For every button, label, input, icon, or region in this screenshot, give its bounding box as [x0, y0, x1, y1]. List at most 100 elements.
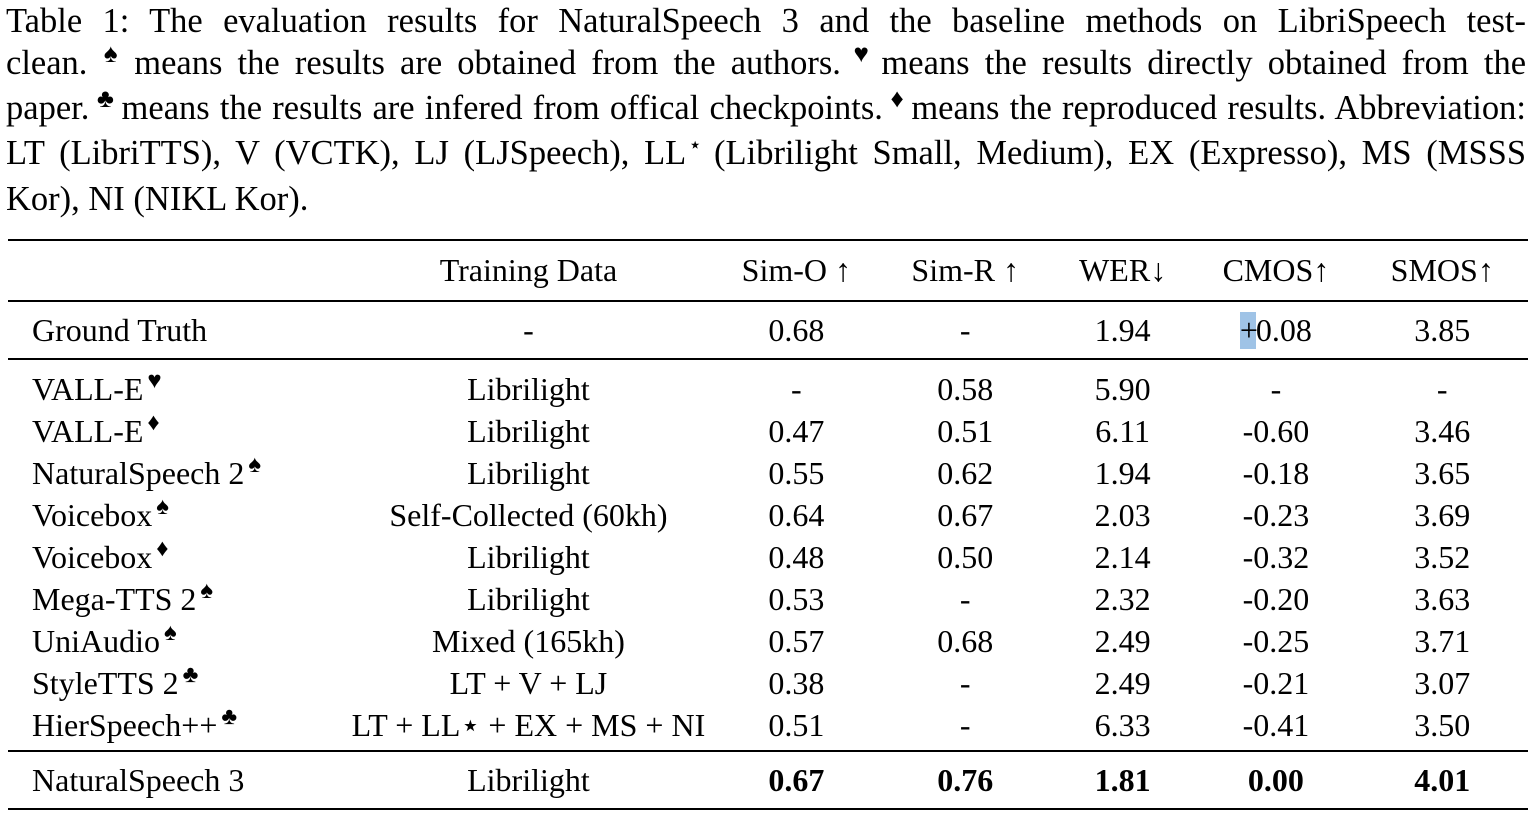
caption-part4: means the results are infered from offic… [121, 89, 883, 127]
cell-sim-o: 0.48 [768, 538, 825, 575]
model-name: VALL-E [32, 370, 144, 407]
cell-wer: 1.81 [1094, 761, 1151, 798]
cell-model: Voicebox ♠ [8, 494, 345, 536]
cell-smos: 3.65 [1414, 454, 1471, 491]
cell-training-data: Librilight [467, 761, 590, 798]
model-name: VALL-E [32, 412, 144, 449]
table-row: NaturalSpeech 2 ♠ Librilight 0.55 0.62 1.94 -0… [8, 452, 1528, 494]
cell-cmos: +0.08 [1195, 301, 1356, 359]
cell-sim-o: 0.47 [768, 412, 825, 449]
cell-sim-o: 0.57 [768, 622, 825, 659]
cell-smos: 3.50 [1414, 706, 1471, 743]
cell-sim-o: - [791, 370, 802, 407]
source-mark-icon: ♥ [147, 367, 162, 394]
source-mark-icon: ♦ [147, 409, 160, 436]
table-row: UniAudio ♠ Mixed (165kh) 0.57 0.68 2.49 -0.25 3… [8, 620, 1528, 662]
source-mark-icon: ♣ [182, 661, 199, 688]
table-row: StyleTTS 2 ♣ LT + V + LJ 0.38 - 2.49 -0.21 3.07 [8, 662, 1528, 704]
cell-sim-o: 0.67 [768, 761, 825, 798]
cell-cmos: -0.25 [1242, 622, 1310, 659]
cell-wer: 6.11 [1095, 412, 1151, 449]
cell-sim-r: 0.68 [937, 622, 994, 659]
source-mark-icon: ♠ [156, 493, 170, 520]
header-cmos: CMOS↑ [1222, 252, 1330, 288]
cell-smos: 3.63 [1414, 580, 1471, 617]
cell-sim-o: 0.51 [768, 706, 825, 743]
source-mark-icon: ♠ [200, 577, 214, 604]
cell-model: NaturalSpeech 2 ♠ [8, 452, 345, 494]
naturalspeech3-row: NaturalSpeech 3 Librilight 0.67 0.76 1.8… [8, 751, 1528, 809]
cell-wer: 1.94 [1094, 454, 1151, 491]
caption-part5: means the reproduced results. Abbreviati… [6, 89, 1526, 172]
cell-training-data: Self-Collected (60kh) [389, 496, 668, 533]
cmos-sign-selected[interactable]: + [1239, 311, 1258, 349]
cell-wer: 2.49 [1094, 664, 1151, 701]
cell-sim-o: 0.64 [768, 496, 825, 533]
caption-part2: means the results are obtained from the … [134, 44, 841, 82]
model-name: Voicebox [32, 496, 153, 533]
table-row: VALL-E ♥ Librilight - 0.58 5.90 - - [8, 359, 1528, 410]
caption-part3: means the results directly obtained from… [6, 44, 1527, 127]
cmos-value: 0.08 [1255, 311, 1312, 348]
cell-smos: 3.07 [1414, 664, 1471, 701]
table-row: Voicebox ♠ Self-Collected (60kh) 0.64 0.67 2.… [8, 494, 1528, 536]
cell-sim-o: 0.55 [768, 454, 825, 491]
results-table: Training Data Sim-O ↑ Sim-R ↑ WER↓ CMOS↑… [8, 239, 1528, 810]
source-mark-icon: ♣ [221, 703, 238, 730]
cell-sim-r: - [959, 311, 971, 348]
cell-wer: 6.33 [1094, 706, 1151, 743]
cell-smos: 4.01 [1414, 761, 1471, 798]
cell-wer: 5.90 [1094, 370, 1151, 407]
cell-cmos: -0.21 [1242, 664, 1310, 701]
cell-smos: 3.71 [1414, 622, 1471, 659]
cell-model: UniAudio ♠ [8, 620, 345, 662]
cell-wer: 2.32 [1094, 580, 1151, 617]
model-name: Mega-TTS 2 [32, 580, 197, 617]
cell-sim-r: - [959, 664, 971, 701]
model-name: NaturalSpeech 2 [32, 454, 245, 491]
cell-training-data: Librilight [467, 370, 590, 407]
model-name: UniAudio [32, 622, 160, 659]
source-mark-icon: ♠ [248, 451, 262, 478]
header-training-data: Training Data [439, 252, 618, 288]
cell-cmos: - [1270, 370, 1282, 407]
cell-training-data: Librilight [467, 454, 590, 491]
cell-model: Ground Truth [32, 311, 208, 348]
cell-smos: - [1436, 370, 1448, 407]
cell-model: StyleTTS 2 ♣ [8, 662, 345, 704]
model-name: Voicebox [32, 538, 153, 575]
header-wer: WER↓ [1079, 252, 1167, 288]
cell-training-data: Librilight [467, 580, 590, 617]
model-name: StyleTTS 2 [32, 664, 179, 701]
cell-training-data: Librilight [467, 538, 590, 575]
cell-sim-r: 0.51 [937, 412, 994, 449]
cell-cmos: -0.41 [1242, 706, 1310, 743]
diamond-icon: ♦ [888, 84, 906, 113]
caption-part6: (Librilight Small, Medium), EX (Expresso… [6, 134, 1527, 218]
cell-smos: 3.46 [1414, 412, 1471, 449]
baseline-rows: VALL-E ♥ Librilight -0.58 5.90- - VALL-E ♦ Libri… [8, 359, 1528, 751]
header-sim-o: Sim-O ↑ [741, 252, 851, 288]
cell-sim-r: 0.50 [937, 538, 994, 575]
ground-truth-row: Ground Truth - 0.68 - 1.94 +0.08 3.85 [8, 301, 1528, 359]
cell-smos: 3.85 [1414, 311, 1471, 348]
caption-part1: Table 1: The evaluation results for Natu… [6, 2, 1526, 82]
cell-cmos: -0.32 [1242, 538, 1310, 575]
cell-training-data: Librilight [467, 412, 590, 449]
cell-wer: 2.49 [1094, 622, 1151, 659]
header-row: Training Data Sim-O ↑ Sim-R ↑ WER↓ CMOS↑… [8, 240, 1528, 301]
header-sim-r: Sim-R ↑ [911, 252, 1019, 288]
cell-sim-o: 0.68 [768, 311, 825, 348]
source-mark-icon: ♦ [156, 535, 169, 562]
spade-icon: ♠ [97, 39, 125, 68]
cell-sim-r: 0.67 [937, 496, 994, 533]
cell-model: Voicebox ♦ [8, 536, 345, 578]
cell-sim-r: - [959, 580, 971, 617]
header-model [8, 240, 345, 301]
cell-wer: 2.03 [1094, 496, 1151, 533]
cell-training-data: - [523, 311, 534, 348]
club-icon: ♣ [95, 84, 116, 113]
table-row: VALL-E ♦ Librilight 0.47 0.51 6.11 -0.60 3.46 [8, 410, 1528, 452]
table-row: HierSpeech++ ♣ LT + LL⋆ + EX + MS + NI 0.51… [8, 704, 1528, 751]
cell-wer: 1.94 [1094, 311, 1151, 348]
